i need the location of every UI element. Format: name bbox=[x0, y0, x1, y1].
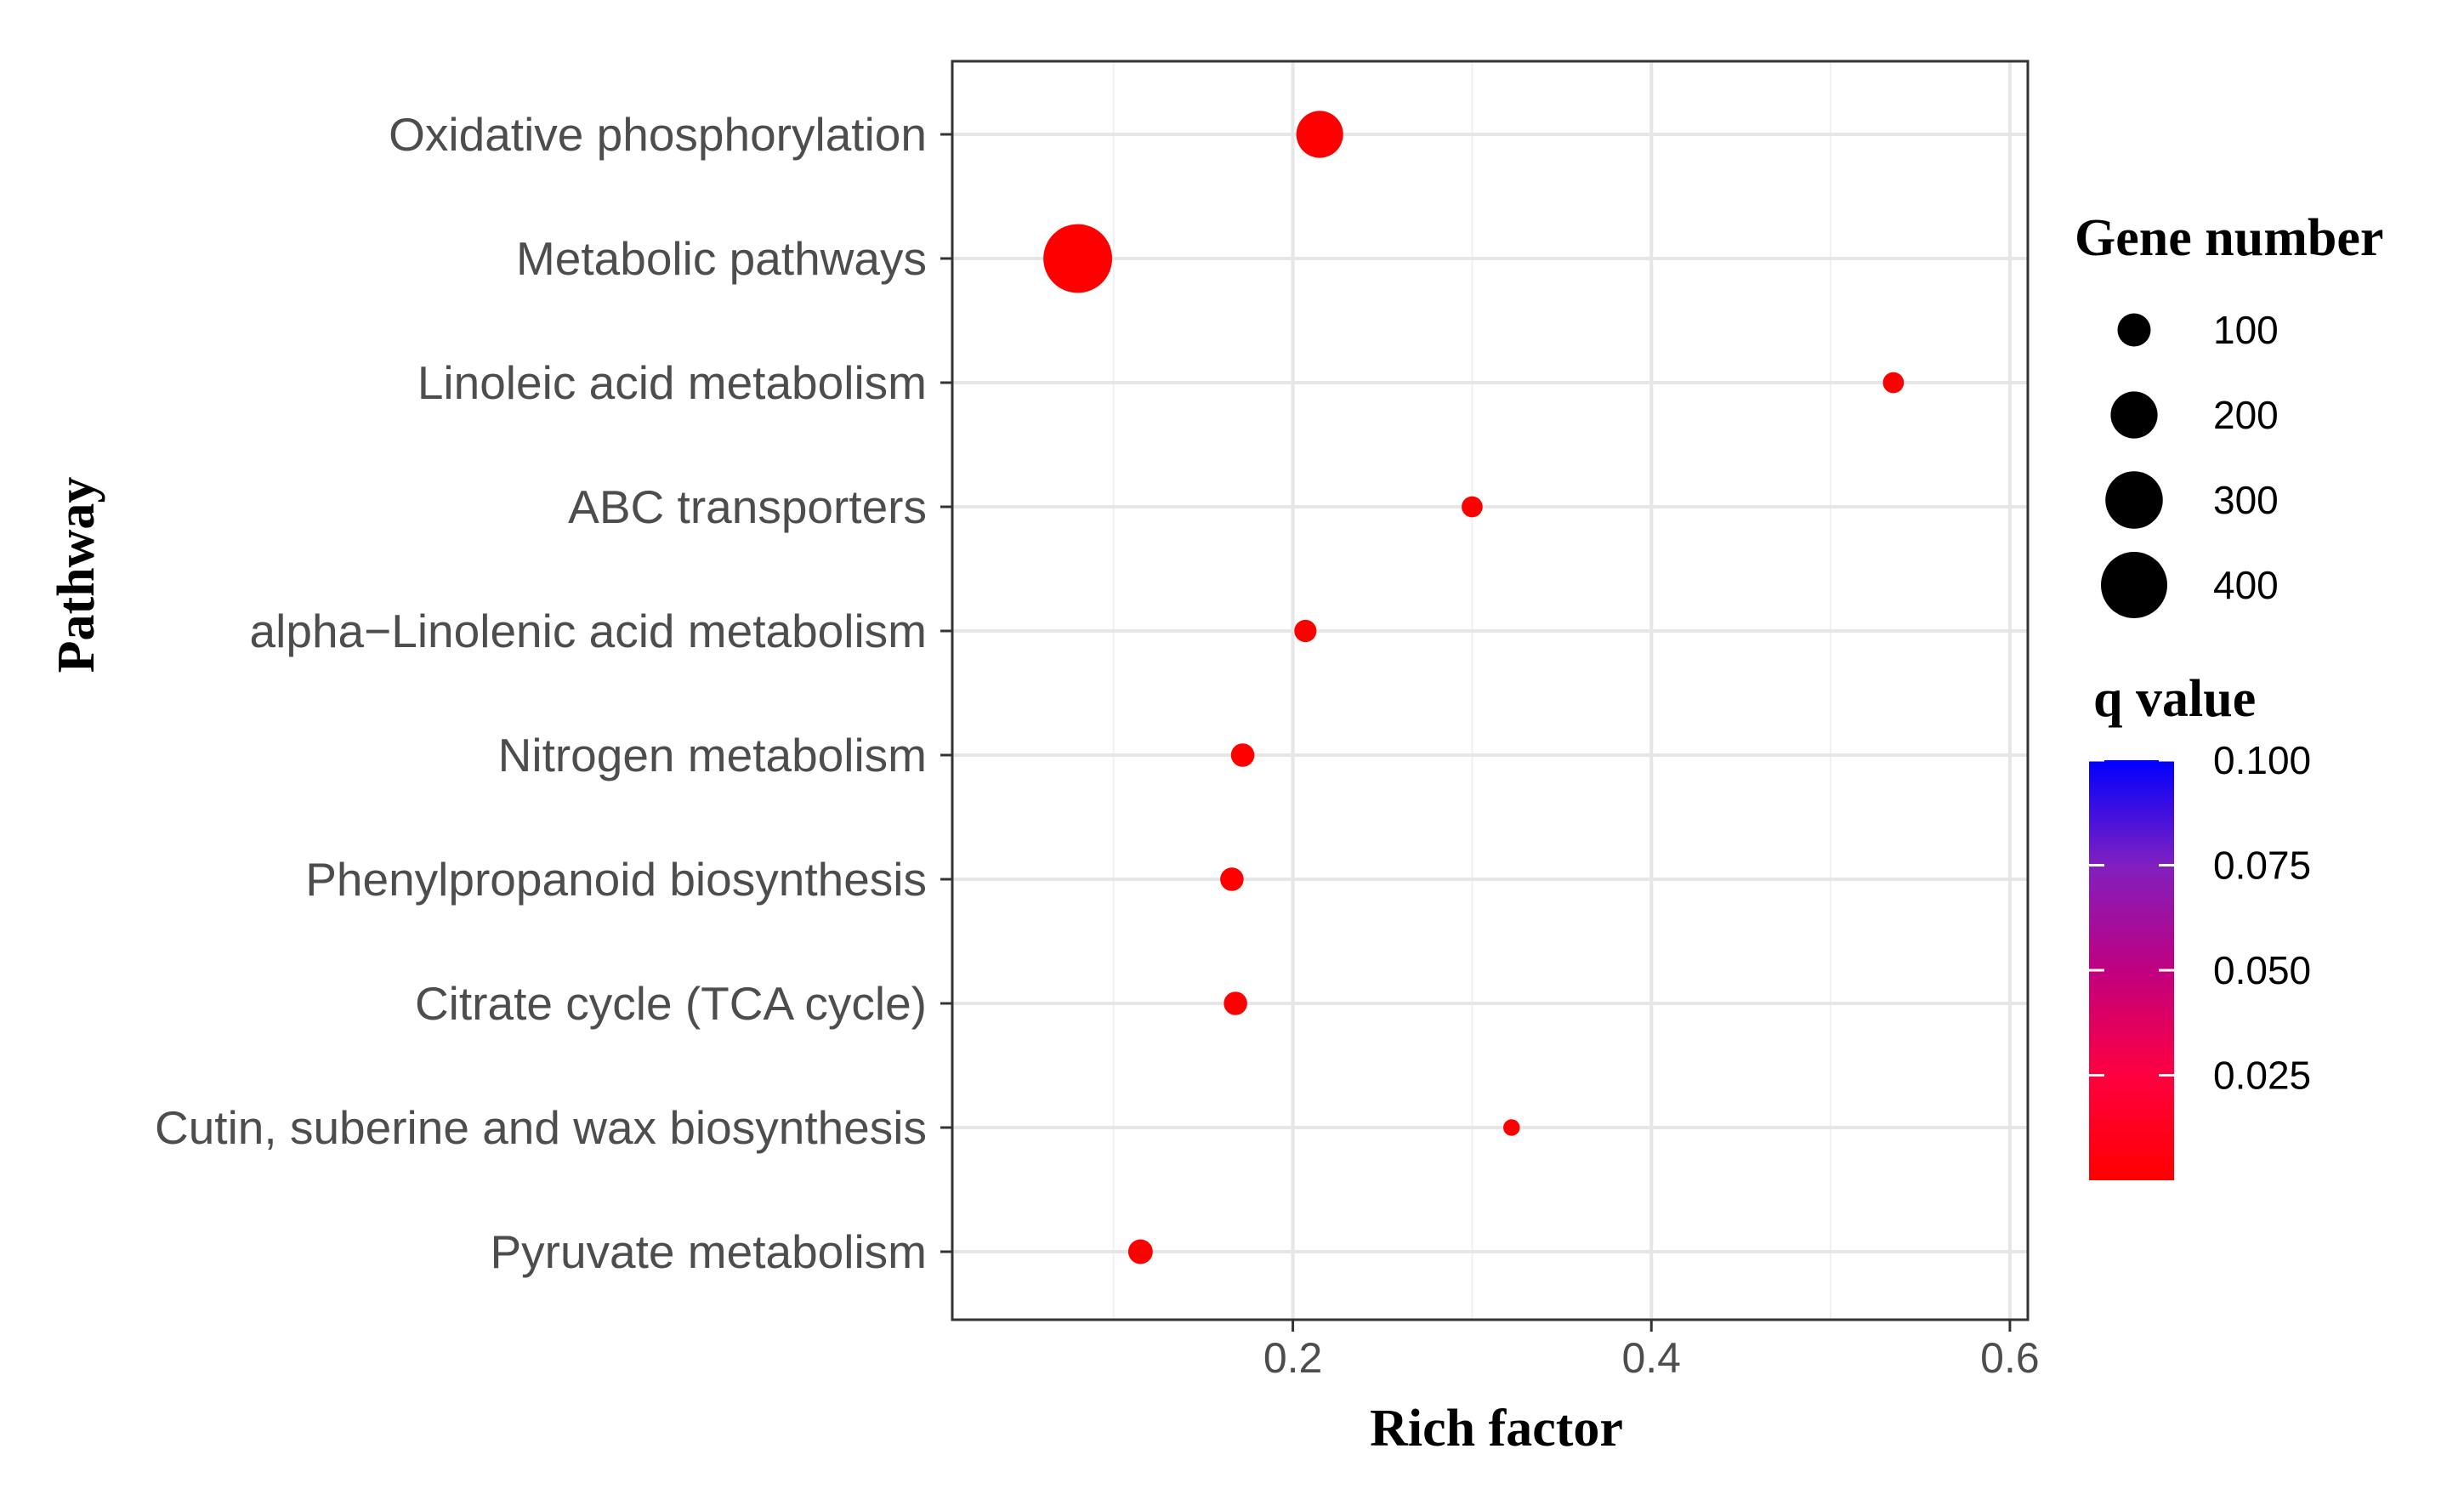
size-legend-label: 100 bbox=[2213, 308, 2279, 352]
data-points bbox=[1043, 111, 1905, 1264]
pathway-label: alpha−Linolenic acid metabolism bbox=[250, 605, 927, 657]
data-point bbox=[1220, 867, 1244, 891]
pathway-label: Citrate cycle (TCA cycle) bbox=[415, 977, 927, 1030]
x-axis-ticks bbox=[1292, 1320, 2012, 1332]
pathway-label: Nitrogen metabolism bbox=[498, 729, 927, 781]
data-point bbox=[1043, 224, 1113, 293]
size-legend-label: 300 bbox=[2213, 478, 2279, 522]
data-point bbox=[1127, 1239, 1153, 1264]
x-tick-label: 0.6 bbox=[1980, 1334, 2040, 1382]
y-axis-labels: Oxidative phosphorylation Metabolic pathw… bbox=[155, 108, 927, 1278]
pathway-label: Cutin, suberine and wax biosynthesis bbox=[155, 1101, 927, 1154]
size-legend-circle bbox=[2101, 552, 2167, 618]
minor-gridlines bbox=[1112, 61, 1832, 1320]
data-point bbox=[1223, 991, 1247, 1015]
x-tick-label: 0.4 bbox=[1621, 1334, 1681, 1382]
data-point bbox=[1462, 496, 1483, 518]
size-legend-circle bbox=[2110, 391, 2158, 439]
y-axis-title: Pathway bbox=[48, 477, 105, 673]
data-point bbox=[1294, 619, 1317, 643]
size-legend-items: 100 200 300 400 bbox=[2101, 308, 2279, 618]
colorbar-labels: 0.025 0.050 0.075 0.100 bbox=[2213, 738, 2311, 1098]
pathway-label: ABC transporters bbox=[568, 480, 927, 533]
size-legend-label: 400 bbox=[2213, 563, 2279, 607]
pathway-label: Metabolic pathways bbox=[516, 232, 927, 285]
data-point bbox=[1503, 1119, 1520, 1136]
colorbar-label: 0.025 bbox=[2213, 1054, 2311, 1098]
pathway-label: Oxidative phosphorylation bbox=[389, 108, 927, 161]
size-legend-circle bbox=[2105, 471, 2163, 529]
x-axis-title: Rich factor bbox=[1370, 1400, 1623, 1457]
data-point bbox=[1230, 743, 1255, 767]
data-point bbox=[1296, 111, 1343, 158]
color-legend: q value 0.025 0.050 0.075 0.100 bbox=[2089, 670, 2311, 1180]
colorbar-label: 0.100 bbox=[2213, 738, 2311, 782]
data-point bbox=[1882, 372, 1905, 394]
size-legend-title: Gene number bbox=[2075, 209, 2383, 267]
panel-border bbox=[951, 60, 2030, 1321]
panel-background bbox=[952, 61, 2028, 1320]
pathway-label: Phenylpropanoid biosynthesis bbox=[305, 853, 927, 906]
x-axis-labels: 0.2 0.4 0.6 bbox=[1263, 1334, 2040, 1382]
pathway-label: Pyruvate metabolism bbox=[490, 1225, 927, 1278]
size-legend: Gene number 100 200 300 400 bbox=[2075, 209, 2383, 618]
x-tick-label: 0.2 bbox=[1263, 1334, 1323, 1382]
colorbar-ticks bbox=[2089, 759, 2174, 1077]
y-axis-ticks bbox=[940, 133, 952, 1253]
colorbar-label: 0.075 bbox=[2213, 844, 2311, 888]
colorbar-label: 0.050 bbox=[2213, 948, 2311, 992]
pathway-label: Linoleic acid metabolism bbox=[417, 356, 927, 409]
color-legend-title: q value bbox=[2093, 670, 2256, 728]
size-legend-circle bbox=[2117, 313, 2151, 347]
size-legend-label: 200 bbox=[2213, 393, 2279, 437]
